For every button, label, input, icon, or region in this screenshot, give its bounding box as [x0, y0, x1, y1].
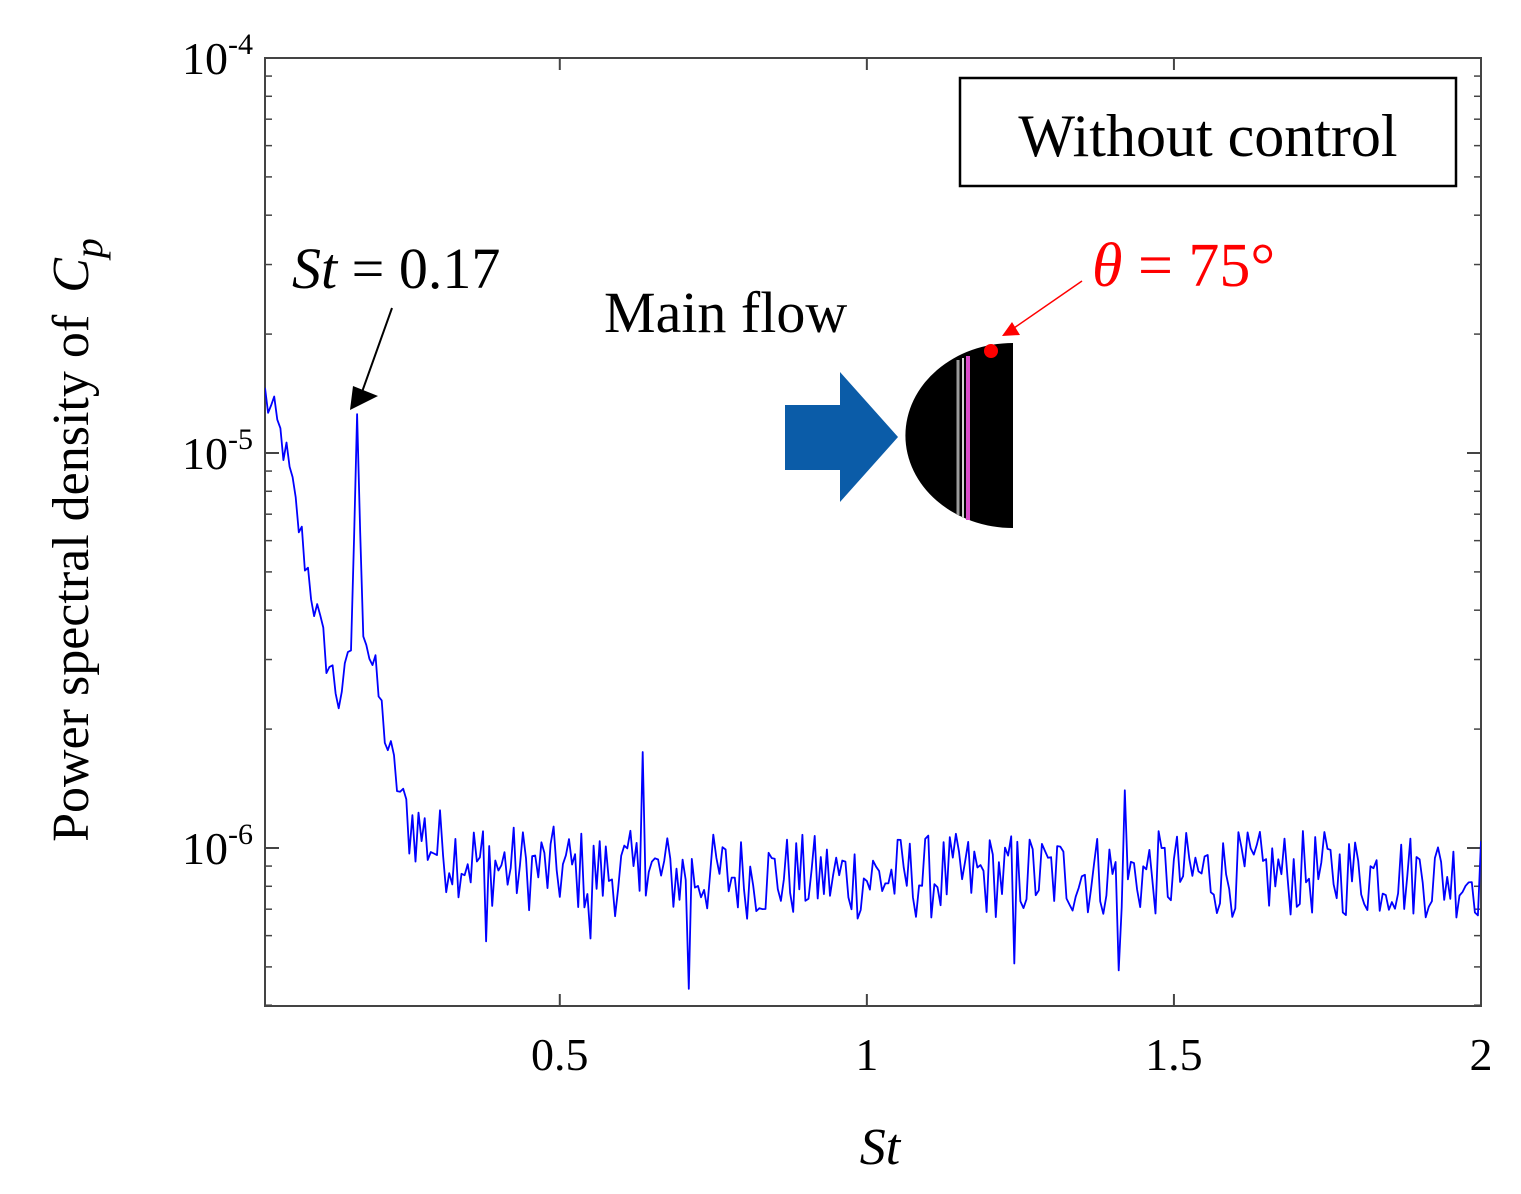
- peak-annotation: St = 0.17: [292, 236, 500, 410]
- peak-annotation-label: St = 0.17: [292, 236, 500, 301]
- y-axis-title-prefix: Power spectral density of: [43, 314, 100, 842]
- legend-box: [958, 76, 1458, 188]
- x-tick-label: 1: [855, 1029, 878, 1080]
- y-tick-label: 10-6: [182, 818, 253, 874]
- y-tick-label: 10-5: [182, 423, 253, 479]
- x-tick-label: 2: [1470, 1029, 1493, 1080]
- x-axis-title: St: [860, 1119, 902, 1176]
- half-cylinder-model: [905, 343, 1013, 528]
- y-axis-title: Power spectral density of Cp: [43, 238, 111, 842]
- plot-frame: [264, 57, 1482, 1007]
- legend-label: Without control: [1018, 103, 1397, 169]
- x-tick-label: 1.5: [1145, 1029, 1203, 1080]
- y-axis-ticks: 10-4 10-5 10-6: [182, 28, 1481, 1006]
- legend: Without control: [958, 76, 1458, 188]
- peak-arrow-head: [350, 386, 378, 410]
- flow-arrow-icon: [785, 372, 898, 502]
- peak-arrow-line: [361, 307, 393, 393]
- x-tick-label: 0.5: [531, 1029, 589, 1080]
- x-axis-ticks: 0.5 1 1.5 2: [531, 58, 1493, 1080]
- y-tick-label: 10-4: [182, 28, 253, 84]
- theta-annotation-label: θ = 75°: [1092, 232, 1275, 300]
- theta-value: = 75°: [1122, 232, 1275, 300]
- theta-symbol: θ: [1092, 232, 1122, 300]
- peak-annotation-value: = 0.17: [337, 236, 500, 301]
- main-flow-label: Main flow: [604, 280, 847, 345]
- psd-series-line: [265, 387, 1481, 990]
- theta-arrow-head: [1002, 322, 1020, 336]
- pressure-tap-marker: [984, 344, 998, 358]
- theta-annotation: θ = 75°: [1002, 232, 1275, 336]
- y-axis-title-subscript: p: [66, 238, 111, 261]
- peak-annotation-symbol: St: [292, 236, 339, 301]
- theta-arrow-line: [1013, 280, 1083, 329]
- y-axis-title-symbol: C: [43, 257, 100, 293]
